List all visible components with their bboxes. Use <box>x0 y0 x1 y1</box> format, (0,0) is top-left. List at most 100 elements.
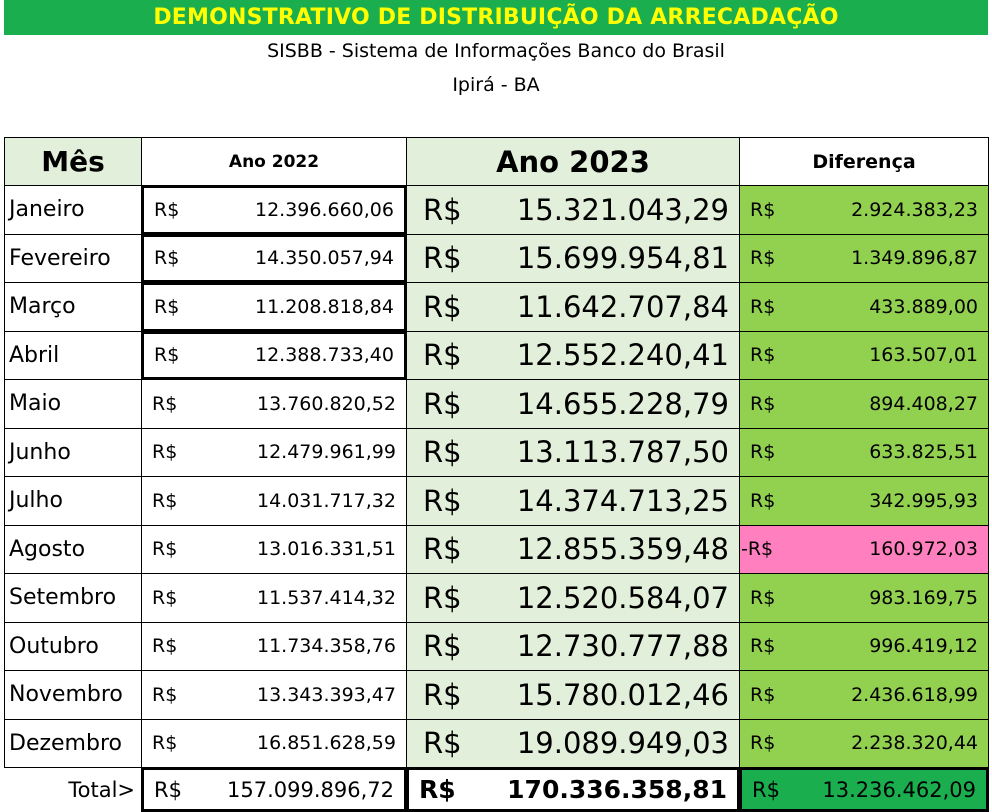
value-2023: R$ 15.699.954,81 <box>406 233 740 283</box>
value-difference: R$ 2.924.383,23 <box>739 185 989 235</box>
header-year-2023: Ano 2023 <box>406 137 740 186</box>
value-2023: R$ 12.520.584,07 <box>406 573 740 623</box>
value-2022-currency: R$ <box>152 586 178 609</box>
value-2022: R$ 12.388.733,40 <box>141 330 407 380</box>
value-2022-value: 16.851.628,59 <box>256 732 396 755</box>
value-2023-value: 12.730.777,88 <box>516 629 729 664</box>
value-2022: R$ 11.208.818,84 <box>141 282 407 332</box>
value-difference: R$ 2.238.320,44 <box>739 718 989 768</box>
value-2022-currency: R$ <box>152 538 178 561</box>
value-2022: R$ 13.016.331,51 <box>141 524 407 574</box>
value-difference-currency: R$ <box>750 683 776 706</box>
total-label: Total> <box>4 767 142 812</box>
value-2023-currency: R$ <box>423 241 462 276</box>
value-2023: R$ 15.780.012,46 <box>406 670 740 720</box>
value-difference-value: 2.924.383,23 <box>851 198 978 221</box>
month-cell: Maio <box>4 379 142 429</box>
value-difference-currency: R$ <box>750 295 776 318</box>
value-2023-value: 14.655.228,79 <box>516 386 729 421</box>
value-difference-currency: R$ <box>750 635 776 658</box>
header-year-2022: Ano 2022 <box>141 137 407 186</box>
value-2023: R$ 14.655.228,79 <box>406 379 740 429</box>
month-cell: Março <box>4 282 142 332</box>
month-cell: Fevereiro <box>4 233 142 283</box>
value-difference-value: 163.507,01 <box>869 344 978 367</box>
month-cell: Junho <box>4 427 142 477</box>
value-2022-currency: R$ <box>154 295 180 318</box>
value-difference-currency: -R$ <box>741 538 774 561</box>
value-difference: R$ 1.349.896,87 <box>739 233 989 283</box>
value-difference: R$ 2.436.618,99 <box>739 670 989 720</box>
value-difference-currency: R$ <box>750 344 776 367</box>
value-2022-value: 13.760.820,52 <box>256 392 396 415</box>
value-2023: R$ 15.321.043,29 <box>406 185 740 235</box>
total-difference-value: 13.236.462,09 <box>822 777 976 802</box>
value-difference-value: 983.169,75 <box>869 586 978 609</box>
value-2022-value: 13.343.393,47 <box>256 683 396 706</box>
header-month: Mês <box>4 137 142 186</box>
value-difference: R$ 633.825,51 <box>739 427 989 477</box>
value-2022-value: 11.734.358,76 <box>256 635 396 658</box>
total-2023: R$ 170.336.358,81 <box>406 767 740 812</box>
value-difference-currency: R$ <box>750 586 776 609</box>
total-2022-currency: R$ <box>154 777 182 802</box>
value-2022: R$ 14.031.717,32 <box>141 476 407 526</box>
value-2022: R$ 14.350.057,94 <box>141 233 407 283</box>
value-2022-currency: R$ <box>152 392 178 415</box>
value-2022-value: 14.350.057,94 <box>254 247 394 270</box>
value-2023-currency: R$ <box>423 677 462 712</box>
total-2022: R$ 157.099.896,72 <box>141 767 407 812</box>
value-difference-currency: R$ <box>750 198 776 221</box>
value-2023: R$ 12.730.777,88 <box>406 621 740 671</box>
value-difference-value: 1.349.896,87 <box>851 247 978 270</box>
value-2022-value: 12.479.961,99 <box>256 441 396 464</box>
value-difference-value: 433.889,00 <box>869 295 978 318</box>
value-difference: R$ 894.408,27 <box>739 379 989 429</box>
total-2023-currency: R$ <box>419 775 456 804</box>
value-difference-value: 996.419,12 <box>869 635 978 658</box>
value-difference-value: 894.408,27 <box>869 392 978 415</box>
report-subtitle: SISBB - Sistema de Informações Banco do … <box>267 40 725 62</box>
header-difference: Diferença <box>739 137 989 186</box>
value-2023-value: 12.552.240,41 <box>516 338 729 373</box>
report-title: DEMONSTRATIVO DE DISTRIBUIÇÃO DA ARRECAD… <box>4 0 988 35</box>
value-2023-currency: R$ <box>423 289 462 324</box>
month-cell: Setembro <box>4 573 142 623</box>
value-2023-currency: R$ <box>423 629 462 664</box>
report-location: Ipirá - BA <box>452 74 540 96</box>
month-cell: Julho <box>4 476 142 526</box>
value-2023: R$ 11.642.707,84 <box>406 282 740 332</box>
month-cell: Agosto <box>4 524 142 574</box>
value-2023-currency: R$ <box>423 192 462 227</box>
value-2022-currency: R$ <box>152 683 178 706</box>
value-2022-currency: R$ <box>154 198 180 221</box>
value-2023-value: 15.321.043,29 <box>516 192 729 227</box>
value-difference-value: 633.825,51 <box>869 441 978 464</box>
value-2022-currency: R$ <box>154 247 180 270</box>
value-difference: R$ 996.419,12 <box>739 621 989 671</box>
value-difference-currency: R$ <box>750 489 776 512</box>
value-2022: R$ 13.343.393,47 <box>141 670 407 720</box>
value-2023-currency: R$ <box>423 435 462 470</box>
value-2022-value: 12.396.660,06 <box>254 198 394 221</box>
month-cell: Outubro <box>4 621 142 671</box>
total-difference: R$ 13.236.462,09 <box>739 767 989 812</box>
value-difference-value: 342.995,93 <box>869 489 978 512</box>
value-2023: R$ 13.113.787,50 <box>406 427 740 477</box>
value-2023-value: 11.642.707,84 <box>516 289 729 324</box>
value-2022: R$ 11.734.358,76 <box>141 621 407 671</box>
distribution-table: Mês Ano 2022 Ano 2023 Diferença Janeiro R$ 12.… <box>4 137 989 812</box>
value-2022-currency: R$ <box>152 732 178 755</box>
month-cell: Dezembro <box>4 718 142 768</box>
month-cell: Abril <box>4 330 142 380</box>
value-2023-value: 19.089.949,03 <box>516 726 729 761</box>
value-2022-value: 11.208.818,84 <box>254 295 394 318</box>
total-difference-currency: R$ <box>752 777 780 802</box>
value-2023-currency: R$ <box>423 580 462 615</box>
total-2022-value: 157.099.896,72 <box>227 777 394 802</box>
value-2023-value: 15.699.954,81 <box>516 241 729 276</box>
value-2022: R$ 11.537.414,32 <box>141 573 407 623</box>
value-2023-value: 14.374.713,25 <box>516 483 729 518</box>
value-2023-value: 12.520.584,07 <box>516 580 729 615</box>
value-2022-value: 14.031.717,32 <box>256 489 396 512</box>
